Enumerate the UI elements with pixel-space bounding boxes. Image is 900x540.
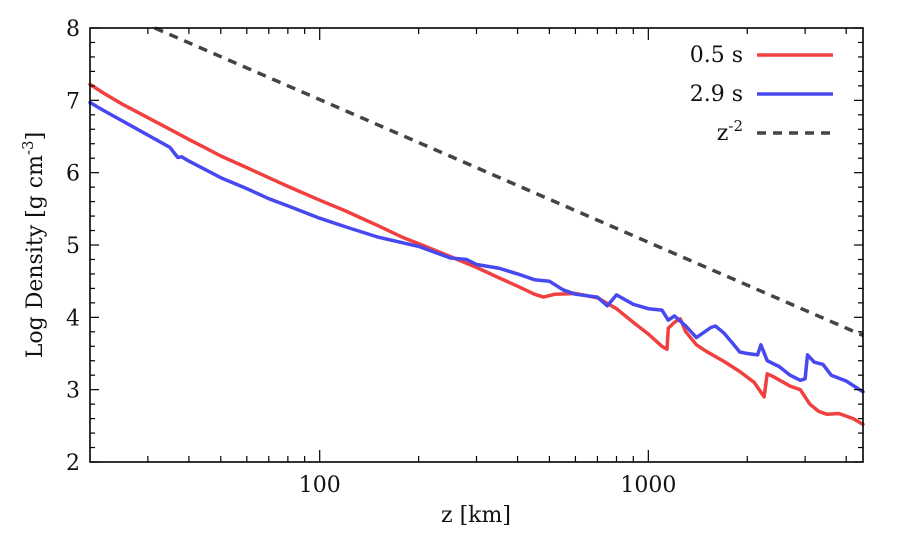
legend: 0.5 s 2.9 s z-2 — [690, 43, 833, 146]
y-axis-label-sup: -3 — [19, 140, 37, 155]
x-tick-label: 100 — [299, 473, 341, 498]
plot-frame — [89, 27, 864, 463]
legend-label-z-2: z-2 — [717, 117, 743, 146]
series-line-2-9s — [88, 100, 865, 394]
legend-label-z-2-main: z — [717, 121, 729, 146]
y-tick-label: 3 — [66, 379, 80, 404]
series-line-z-2 — [154, 26, 864, 338]
y-tick-label: 2 — [66, 451, 80, 476]
y-tick-label: 7 — [66, 89, 80, 114]
axis-ticks — [90, 27, 863, 463]
y-tick-label: 4 — [66, 306, 80, 331]
x-axis-label: z [km] — [441, 503, 511, 528]
y-axis-label-main: Log Density [g cm — [23, 155, 48, 358]
legend-label-2-9s: 2.9 s — [690, 82, 743, 107]
series-lines — [88, 26, 865, 427]
y-tick-label: 8 — [66, 17, 80, 42]
series-line-0-5s — [88, 82, 865, 427]
y-axis-label-close: ] — [23, 132, 48, 141]
x-tick-label: 1000 — [620, 473, 676, 498]
y-axis-label: Log Density [g cm-3] — [19, 132, 48, 358]
y-tick-label: 5 — [66, 234, 80, 259]
legend-label-0-5s: 0.5 s — [690, 43, 743, 68]
tick-labels: 2 3 4 5 6 7 8 100 1000 — [66, 17, 676, 498]
y-tick-label: 6 — [66, 162, 80, 187]
legend-label-z-2-sup: -2 — [728, 117, 743, 135]
